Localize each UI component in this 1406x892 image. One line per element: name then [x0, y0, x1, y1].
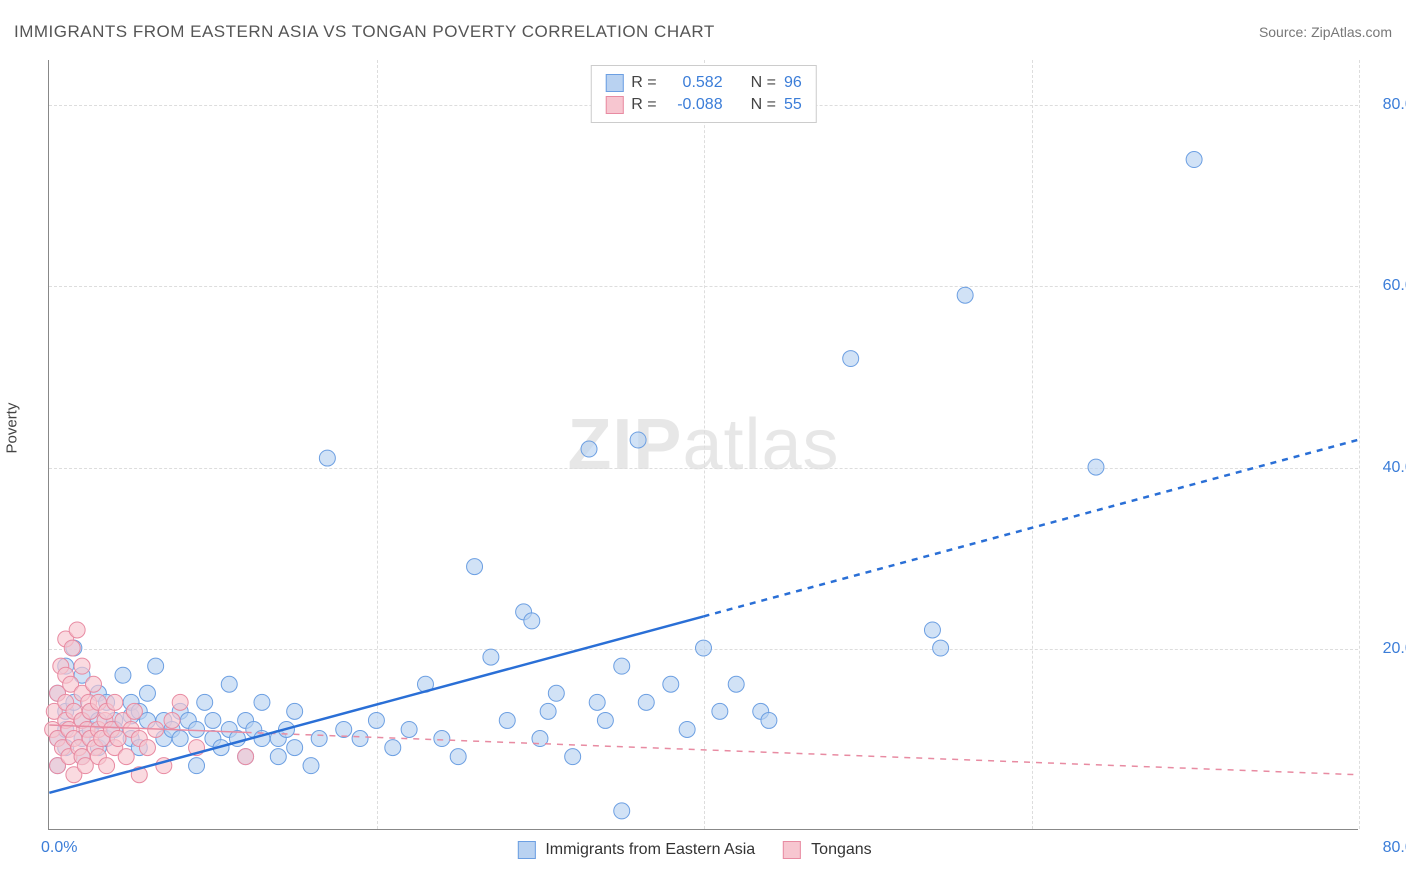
data-point: [254, 694, 270, 710]
data-point: [614, 803, 630, 819]
data-point: [450, 749, 466, 765]
data-point: [524, 613, 540, 629]
trend-line-dashed: [704, 440, 1358, 616]
data-point: [614, 658, 630, 674]
scatter-chart: [49, 60, 1358, 829]
y-axis-label: Poverty: [4, 403, 21, 454]
data-point: [287, 703, 303, 719]
gridline-v: [1359, 60, 1360, 829]
data-point: [99, 758, 115, 774]
y-axis-tick-label: 20.0%: [1368, 640, 1406, 658]
data-point: [499, 712, 515, 728]
data-point: [115, 667, 131, 683]
data-point: [221, 676, 237, 692]
data-point: [540, 703, 556, 719]
x-axis-min-label: 0.0%: [41, 839, 77, 857]
data-point: [172, 731, 188, 747]
legend-n-label: N =: [751, 74, 776, 92]
data-point: [957, 287, 973, 303]
legend-swatch: [605, 96, 623, 114]
legend-row: R = -0.088 N = 55: [605, 94, 801, 116]
data-point: [189, 758, 205, 774]
series-legend: Immigrants from Eastern Asia Tongans: [517, 841, 889, 859]
data-point: [319, 450, 335, 466]
x-axis-max-label: 80.0%: [1368, 839, 1406, 857]
data-point: [467, 559, 483, 575]
data-point: [679, 721, 695, 737]
chart-title: IMMIGRANTS FROM EASTERN ASIA VS TONGAN P…: [14, 22, 715, 42]
data-point: [483, 649, 499, 665]
data-point: [933, 640, 949, 656]
data-point: [126, 703, 142, 719]
legend-swatch: [605, 74, 623, 92]
data-point: [581, 441, 597, 457]
legend-series-label: Immigrants from Eastern Asia: [545, 841, 755, 859]
data-point: [352, 731, 368, 747]
data-point: [638, 694, 654, 710]
data-point: [64, 640, 80, 656]
data-point: [589, 694, 605, 710]
legend-r-label: R =: [631, 96, 656, 114]
data-point: [712, 703, 728, 719]
source-attribution: Source: ZipAtlas.com: [1259, 24, 1392, 40]
data-point: [385, 740, 401, 756]
data-point: [663, 676, 679, 692]
data-point: [139, 685, 155, 701]
data-point: [205, 712, 221, 728]
legend-r-value: 0.582: [665, 74, 723, 92]
data-point: [303, 758, 319, 774]
data-point: [148, 658, 164, 674]
data-point: [597, 712, 613, 728]
legend-row: R = 0.582 N = 96: [605, 72, 801, 94]
data-point: [548, 685, 564, 701]
data-point: [336, 721, 352, 737]
data-point: [74, 658, 90, 674]
data-point: [270, 749, 286, 765]
legend-r-label: R =: [631, 74, 656, 92]
data-point: [761, 712, 777, 728]
data-point: [287, 740, 303, 756]
y-axis-tick-label: 80.0%: [1368, 96, 1406, 114]
legend-swatch: [517, 841, 535, 859]
data-point: [197, 694, 213, 710]
legend-series-label: Tongans: [811, 841, 872, 859]
data-point: [107, 694, 123, 710]
data-point: [696, 640, 712, 656]
data-point: [139, 740, 155, 756]
legend-n-value: 55: [784, 96, 802, 114]
data-point: [1186, 152, 1202, 168]
legend-n-label: N =: [751, 96, 776, 114]
legend-r-value: -0.088: [665, 96, 723, 114]
plot-area: ZIPatlas R =0.582N =96R =-0.088N =55 Imm…: [48, 60, 1358, 830]
legend-n-value: 96: [784, 74, 802, 92]
trend-line-dashed: [246, 732, 1358, 774]
data-point: [401, 721, 417, 737]
data-point: [843, 351, 859, 367]
data-point: [238, 749, 254, 765]
data-point: [86, 676, 102, 692]
data-point: [1088, 459, 1104, 475]
data-point: [118, 749, 134, 765]
data-point: [630, 432, 646, 448]
data-point: [69, 622, 85, 638]
y-axis-tick-label: 40.0%: [1368, 459, 1406, 477]
data-point: [368, 712, 384, 728]
data-point: [189, 721, 205, 737]
correlation-legend: R = 0.582 N = 96 R = -0.088 N = 55: [590, 65, 816, 123]
y-axis-tick-label: 60.0%: [1368, 277, 1406, 295]
data-point: [728, 676, 744, 692]
data-point: [924, 622, 940, 638]
legend-swatch: [783, 841, 801, 859]
data-point: [311, 731, 327, 747]
data-point: [434, 731, 450, 747]
data-point: [172, 694, 188, 710]
data-point: [565, 749, 581, 765]
data-point: [164, 712, 180, 728]
